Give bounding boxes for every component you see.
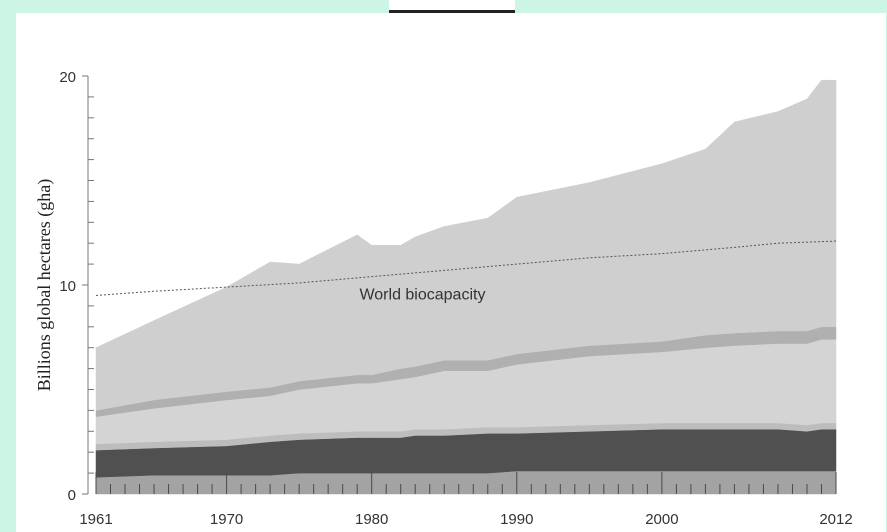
y-tick-label: 0 — [68, 487, 76, 504]
x-tick-label: 1980 — [355, 511, 388, 528]
x-tick-label: 1970 — [210, 511, 243, 528]
x-tick-label: 2000 — [645, 511, 678, 528]
x-tick-label: 1961 — [79, 511, 112, 528]
y-axis-label: Billions global hectares (gha) — [34, 179, 55, 391]
biocapacity-line — [95, 240, 837, 296]
x-tick-label: 1990 — [500, 511, 533, 528]
x-tick-labels: 1961 1970 1980 1990 2000 2012 — [79, 511, 852, 528]
area-layer-6 — [95, 79, 837, 411]
y-tick-label: 10 — [59, 278, 76, 295]
x-tick-label: 2012 — [819, 511, 852, 528]
top-tab-bar — [389, 0, 515, 13]
x-minor-ticks — [95, 472, 837, 494]
y-tick-labels: 0 10 20 — [59, 69, 76, 504]
y-axis — [82, 75, 94, 495]
area-layers — [95, 79, 837, 495]
y-tick-label: 20 — [59, 69, 76, 86]
biocapacity-label: World biocapacity — [359, 287, 485, 304]
